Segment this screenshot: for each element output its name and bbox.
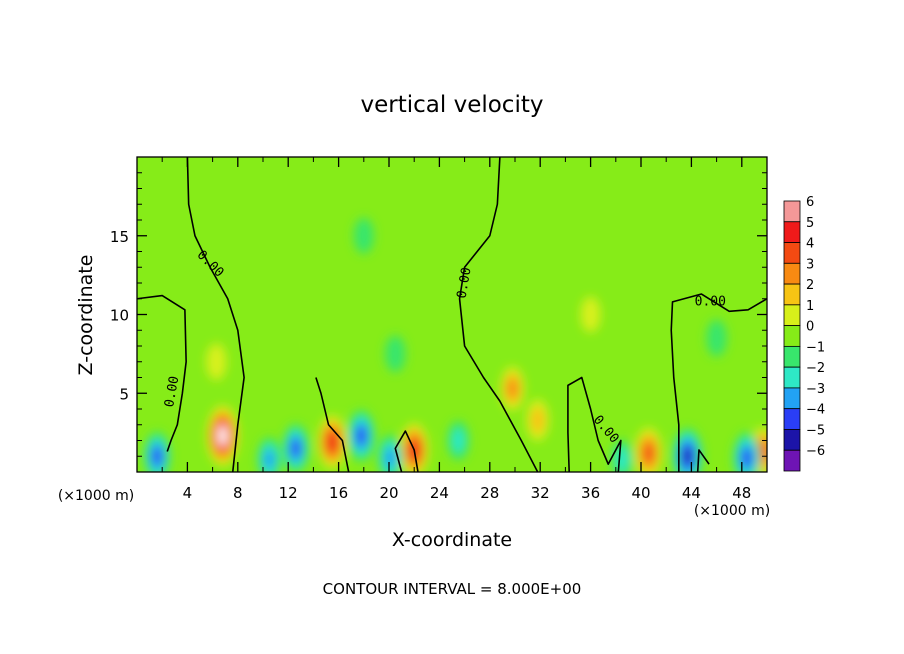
colorbar-label: −3 (806, 382, 825, 397)
zero-contour-line (186, 157, 245, 472)
colorbar-label: −5 (806, 423, 825, 438)
velocity-cell (615, 447, 629, 472)
velocity-peak (218, 425, 228, 447)
zero-contour-line (315, 377, 350, 472)
velocity-cell (384, 447, 396, 469)
velocity-cell (356, 426, 367, 445)
colorbar-label: −4 (806, 403, 825, 418)
x-tick-label: 36 (581, 484, 600, 502)
y-tick-label: 10 (110, 307, 129, 325)
colorbar-swatch (783, 408, 801, 430)
x-unit-right: (×1000 m) (694, 503, 770, 519)
x-tick-label: 24 (430, 484, 449, 502)
velocity-cell (643, 444, 654, 463)
colorbar-swatch (783, 325, 801, 347)
x-tick-label: 20 (379, 484, 398, 502)
colorbar-swatch (783, 221, 801, 243)
colorbar: 6 5 4 3 2 1 0 −1 −2 −3 −4 −5 −6 (783, 195, 825, 472)
velocity-cell (742, 448, 752, 467)
contour-label: 0.00 (695, 294, 726, 309)
contour-label: 0.00 (162, 375, 182, 408)
x-tick-label: 12 (279, 484, 298, 502)
x-unit-left: (×1000 m) (58, 488, 134, 504)
velocity-cell (683, 448, 692, 465)
velocity-field (143, 217, 767, 472)
y-tick-label: 15 (110, 228, 129, 246)
x-tick-label: 44 (682, 484, 701, 502)
zero-contour-line (394, 430, 419, 472)
zero-contour-line (458, 157, 539, 472)
y-axis-label: Z-coordinate (75, 255, 97, 376)
velocity-cell (580, 296, 601, 333)
x-tick-label: 48 (732, 484, 751, 502)
velocity-cell (206, 343, 227, 381)
velocity-cell (263, 449, 275, 470)
x-tick-label: 28 (480, 484, 499, 502)
velocity-cell (451, 428, 465, 453)
zero-contours (137, 157, 767, 472)
x-tick-label: 32 (531, 484, 550, 502)
colorbar-swatch (783, 449, 801, 472)
velocity-cell (152, 447, 162, 465)
velocity-cell (291, 439, 301, 457)
plot-area: 0.000.000.000.000.00 (137, 157, 767, 472)
x-tick-label: 16 (329, 484, 348, 502)
zero-contour-line (670, 293, 767, 472)
velocity-cell (385, 335, 406, 373)
x-tick-label: 4 (183, 484, 193, 502)
y-tick-label: 5 (119, 385, 129, 403)
colorbar-swatch (783, 304, 801, 327)
colorbar-label: 0 (806, 320, 814, 335)
colorbar-swatch (783, 242, 801, 264)
colorbar-swatch (783, 429, 801, 451)
zero-contour-line (567, 376, 622, 472)
colorbar-label: −2 (806, 361, 825, 376)
colorbar-label: −6 (806, 444, 825, 459)
velocity-cell (530, 407, 545, 433)
y-axis: 5 10 15 (110, 172, 767, 457)
x-axis: 4 8 12 16 20 24 28 32 36 40 44 48 (161, 157, 751, 502)
colorbar-label: −1 (806, 340, 825, 355)
x-tick-label: 8 (233, 484, 243, 502)
velocity-cell (507, 378, 518, 399)
colorbar-label: 6 (806, 195, 814, 210)
velocity-cell (353, 217, 374, 254)
contour-label: 0.00 (454, 266, 474, 299)
colorbar-swatch (783, 345, 801, 368)
zero-contour-line (137, 294, 187, 452)
contour-interval: CONTOUR INTERVAL = 8.000E+00 (323, 580, 582, 598)
zero-contour-line (696, 449, 710, 472)
colorbar-swatch (783, 262, 801, 285)
colorbar-swatch (783, 200, 801, 223)
colorbar-swatch (783, 387, 801, 410)
colorbar-swatch (783, 283, 801, 306)
velocity-cell (328, 434, 337, 450)
chart-title: vertical velocity (361, 92, 544, 118)
colorbar-label: 2 (806, 278, 814, 293)
field-background (137, 157, 767, 472)
velocity-cell (706, 319, 727, 357)
x-axis-label: X-coordinate (392, 529, 512, 551)
colorbar-label: 3 (806, 257, 814, 272)
colorbar-label: 1 (806, 299, 814, 314)
colorbar-label: 5 (806, 216, 814, 231)
colorbar-label: 4 (806, 237, 814, 252)
colorbar-swatch (783, 366, 801, 389)
x-tick-label: 40 (631, 484, 650, 502)
